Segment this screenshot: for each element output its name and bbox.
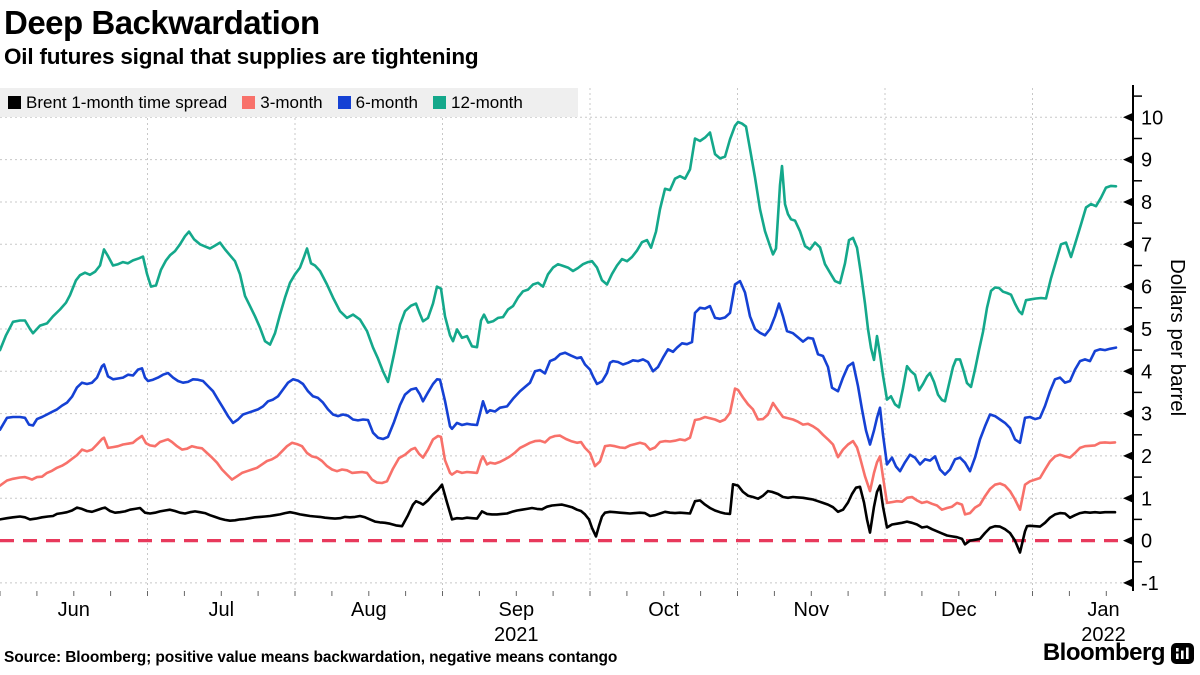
series-line-12-month (0, 120, 1118, 409)
y-tick-label-9: 9 (1141, 150, 1152, 172)
series-line-brent-1-month-time-spread (0, 482, 1117, 554)
x-tick-label-oct: Oct (648, 599, 680, 621)
y-major-tick-3 (1123, 409, 1133, 419)
bloomberg-brand: Bloomberg (1043, 639, 1194, 667)
legend-swatch-1-month (8, 96, 21, 109)
bloomberg-terminal-icon (1171, 642, 1194, 664)
page-title: Deep Backwardation (4, 4, 320, 41)
y-tick-label-4: 4 (1141, 361, 1152, 383)
legend-label-3-month: 3-month (260, 92, 323, 112)
y-tick-label-5: 5 (1141, 319, 1152, 341)
x-tick-label-jan: Jan (1087, 599, 1119, 621)
y-major-tick-5 (1123, 324, 1133, 334)
y-major-tick--1 (1123, 578, 1133, 588)
y-major-tick-4 (1123, 366, 1133, 376)
y-major-tick-8 (1123, 197, 1133, 207)
legend-item-6-month: 6-month (337, 92, 419, 113)
bloomberg-wordmark: Bloomberg (1042, 639, 1166, 666)
x-tick-label-nov: Nov (794, 599, 830, 621)
x-tick-label-jun: Jun (58, 599, 90, 621)
y-major-tick-9 (1123, 155, 1133, 165)
y-tick-label-0: 0 (1141, 531, 1152, 553)
y-major-tick-6 (1123, 282, 1133, 292)
legend-swatch-3-month (242, 96, 256, 109)
legend: Brent 1-month time spread 3-month 6-mont… (0, 88, 578, 117)
x-year-label-2021: 2021 (494, 624, 539, 646)
legend-item-3-month: 3-month (242, 92, 323, 113)
y-tick-label--1: -1 (1141, 573, 1159, 595)
y-tick-label-7: 7 (1141, 234, 1152, 256)
page-subtitle: Oil futures signal that supplies are tig… (4, 44, 479, 69)
legend-item-12-month: 12-month (433, 93, 523, 113)
series-line-3-month (0, 387, 1117, 516)
y-tick-label-3: 3 (1141, 404, 1152, 426)
y-tick-label-1: 1 (1141, 488, 1152, 510)
x-tick-label-sep: Sep (499, 599, 535, 621)
legend-swatch-6-month (337, 96, 351, 109)
x-tick-label-dec: Dec (941, 599, 977, 621)
legend-label-6-month: 6-month (355, 92, 419, 112)
x-year-label-2022: 2022 (1081, 624, 1126, 646)
y-major-tick-0 (1123, 536, 1133, 546)
source-note: Source: Bloomberg; positive value means … (4, 649, 618, 666)
y-tick-label-10: 10 (1141, 107, 1163, 129)
series-line-6-month (0, 279, 1118, 476)
legend-label-1-month: Brent 1-month time spread (26, 92, 228, 112)
y-major-tick-2 (1123, 451, 1133, 461)
y-major-tick-7 (1123, 239, 1133, 249)
y-tick-label-6: 6 (1141, 277, 1152, 299)
legend-swatch-12-month (433, 96, 447, 109)
y-tick-label-8: 8 (1141, 192, 1152, 214)
y-major-tick-10 (1123, 112, 1133, 122)
x-tick-label-jul: Jul (209, 599, 235, 621)
y-major-tick-1 (1123, 493, 1133, 503)
y-axis-label: Dollars per barrel (1166, 259, 1189, 417)
legend-label-12-month: 12-month (451, 92, 523, 112)
x-tick-label-aug: Aug (351, 599, 387, 621)
y-tick-label-2: 2 (1141, 446, 1152, 468)
legend-item-1-month: Brent 1-month time spread (8, 93, 227, 113)
